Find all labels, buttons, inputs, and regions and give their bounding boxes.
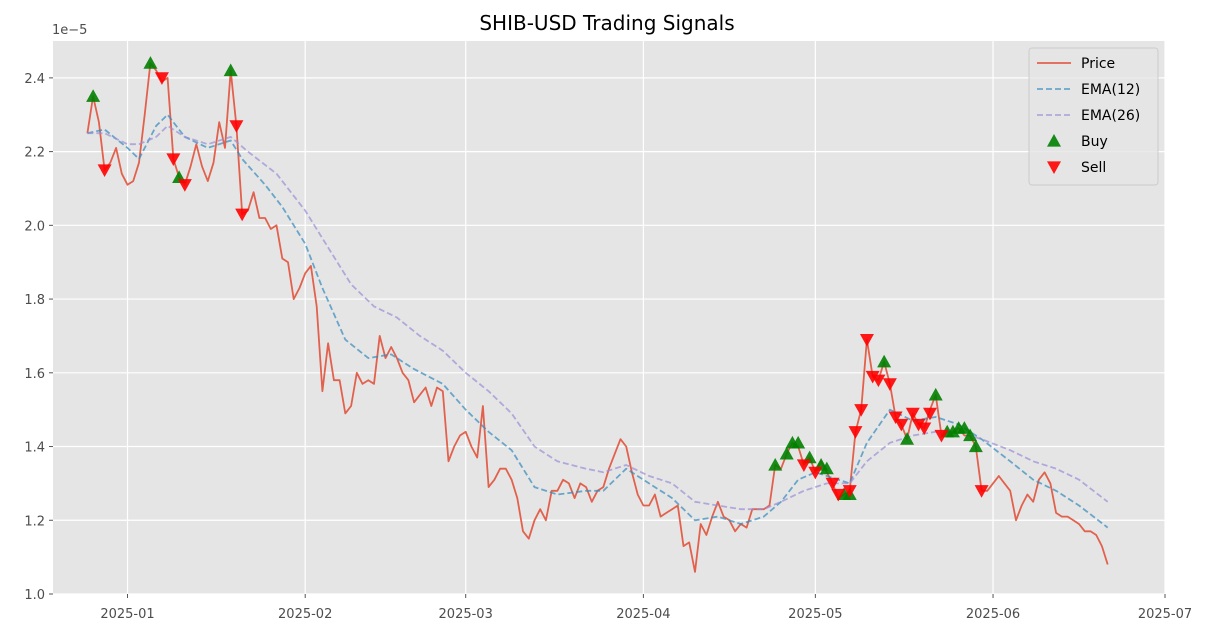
buy-marker	[223, 63, 238, 77]
y-offset-label: 1e−5	[52, 23, 87, 38]
buy-marker	[86, 89, 101, 102]
legend-sell-marker	[1047, 161, 1061, 174]
grid	[53, 41, 1166, 595]
sell-marker	[888, 411, 903, 425]
signal-markers	[86, 56, 989, 502]
sell-marker	[894, 418, 909, 432]
legend-box	[1028, 47, 1159, 186]
x-tick-label: 2025-07	[1138, 607, 1192, 622]
sell-marker	[831, 488, 846, 502]
plot-area	[53, 41, 1165, 594]
chart-title: SHIB-USD Trading Signals	[479, 11, 734, 35]
y-tick-label: 1.6	[24, 367, 45, 382]
x-tick-label: 2025-02	[278, 607, 332, 622]
legend-label: EMA(12)	[1081, 82, 1140, 98]
sell-marker	[882, 378, 897, 391]
x-tick-label: 2025-04	[616, 607, 670, 622]
buy-marker	[957, 421, 972, 434]
sell-marker	[235, 208, 250, 222]
legend-label: Sell	[1081, 160, 1106, 176]
buy-marker	[928, 387, 943, 401]
x-tick-label: 2025-06	[966, 607, 1020, 622]
sell-marker	[229, 120, 244, 133]
buy-marker	[877, 354, 892, 368]
sell-marker	[917, 422, 932, 436]
buy-marker	[900, 432, 915, 445]
legend: Price EMA(12) EMA(26) Buy Sell	[1028, 47, 1159, 186]
y-tick-label: 1.0	[24, 588, 45, 603]
sell-marker	[97, 164, 112, 178]
y-tick-label: 1.4	[24, 441, 45, 456]
buy-marker	[819, 461, 834, 475]
sell-marker	[154, 72, 169, 85]
sell-marker	[974, 485, 989, 498]
sell-marker	[859, 334, 874, 347]
legend-label: EMA(26)	[1081, 108, 1140, 124]
buy-marker	[791, 435, 806, 449]
x-tick-label: 2025-03	[439, 607, 493, 622]
sell-marker	[911, 418, 926, 432]
sell-marker	[934, 429, 949, 443]
sell-marker	[905, 407, 920, 421]
legend-buy-marker	[1047, 134, 1061, 147]
sell-marker	[854, 404, 869, 417]
legend-label: Buy	[1081, 134, 1108, 150]
y-tick-label: 2.0	[24, 219, 45, 234]
sell-marker	[796, 459, 811, 472]
buy-marker	[945, 424, 960, 438]
sell-marker	[922, 407, 937, 421]
buy-marker	[963, 428, 978, 442]
sell-marker	[865, 370, 880, 384]
sell-marker	[166, 153, 181, 166]
y-tick-label: 2.4	[24, 72, 45, 87]
legend-label: Price	[1081, 56, 1115, 72]
series-line-ema26	[87, 124, 1109, 511]
buy-marker	[968, 439, 983, 453]
sell-marker	[825, 477, 840, 491]
sell-marker	[808, 466, 823, 480]
sell-marker	[177, 179, 192, 192]
buy-marker	[768, 457, 783, 471]
y-tick-label: 1.8	[24, 293, 45, 308]
buy-marker	[779, 446, 794, 460]
x-axis: 2025-01 2025-02 2025-03 2025-04 2025-05 2025-…	[100, 594, 1192, 622]
y-tick-label: 1.2	[24, 514, 45, 529]
sell-marker	[871, 374, 886, 388]
buy-marker	[143, 56, 158, 69]
sell-marker	[848, 426, 863, 439]
x-tick-label: 2025-05	[788, 607, 842, 622]
y-tick-label: 2.2	[24, 146, 45, 161]
y-axis: 1.0 1.2 1.4 1.6 1.8 2.0 2.2 2.4	[24, 72, 53, 603]
sell-marker	[842, 485, 857, 498]
x-tick-label: 2025-01	[100, 607, 154, 622]
